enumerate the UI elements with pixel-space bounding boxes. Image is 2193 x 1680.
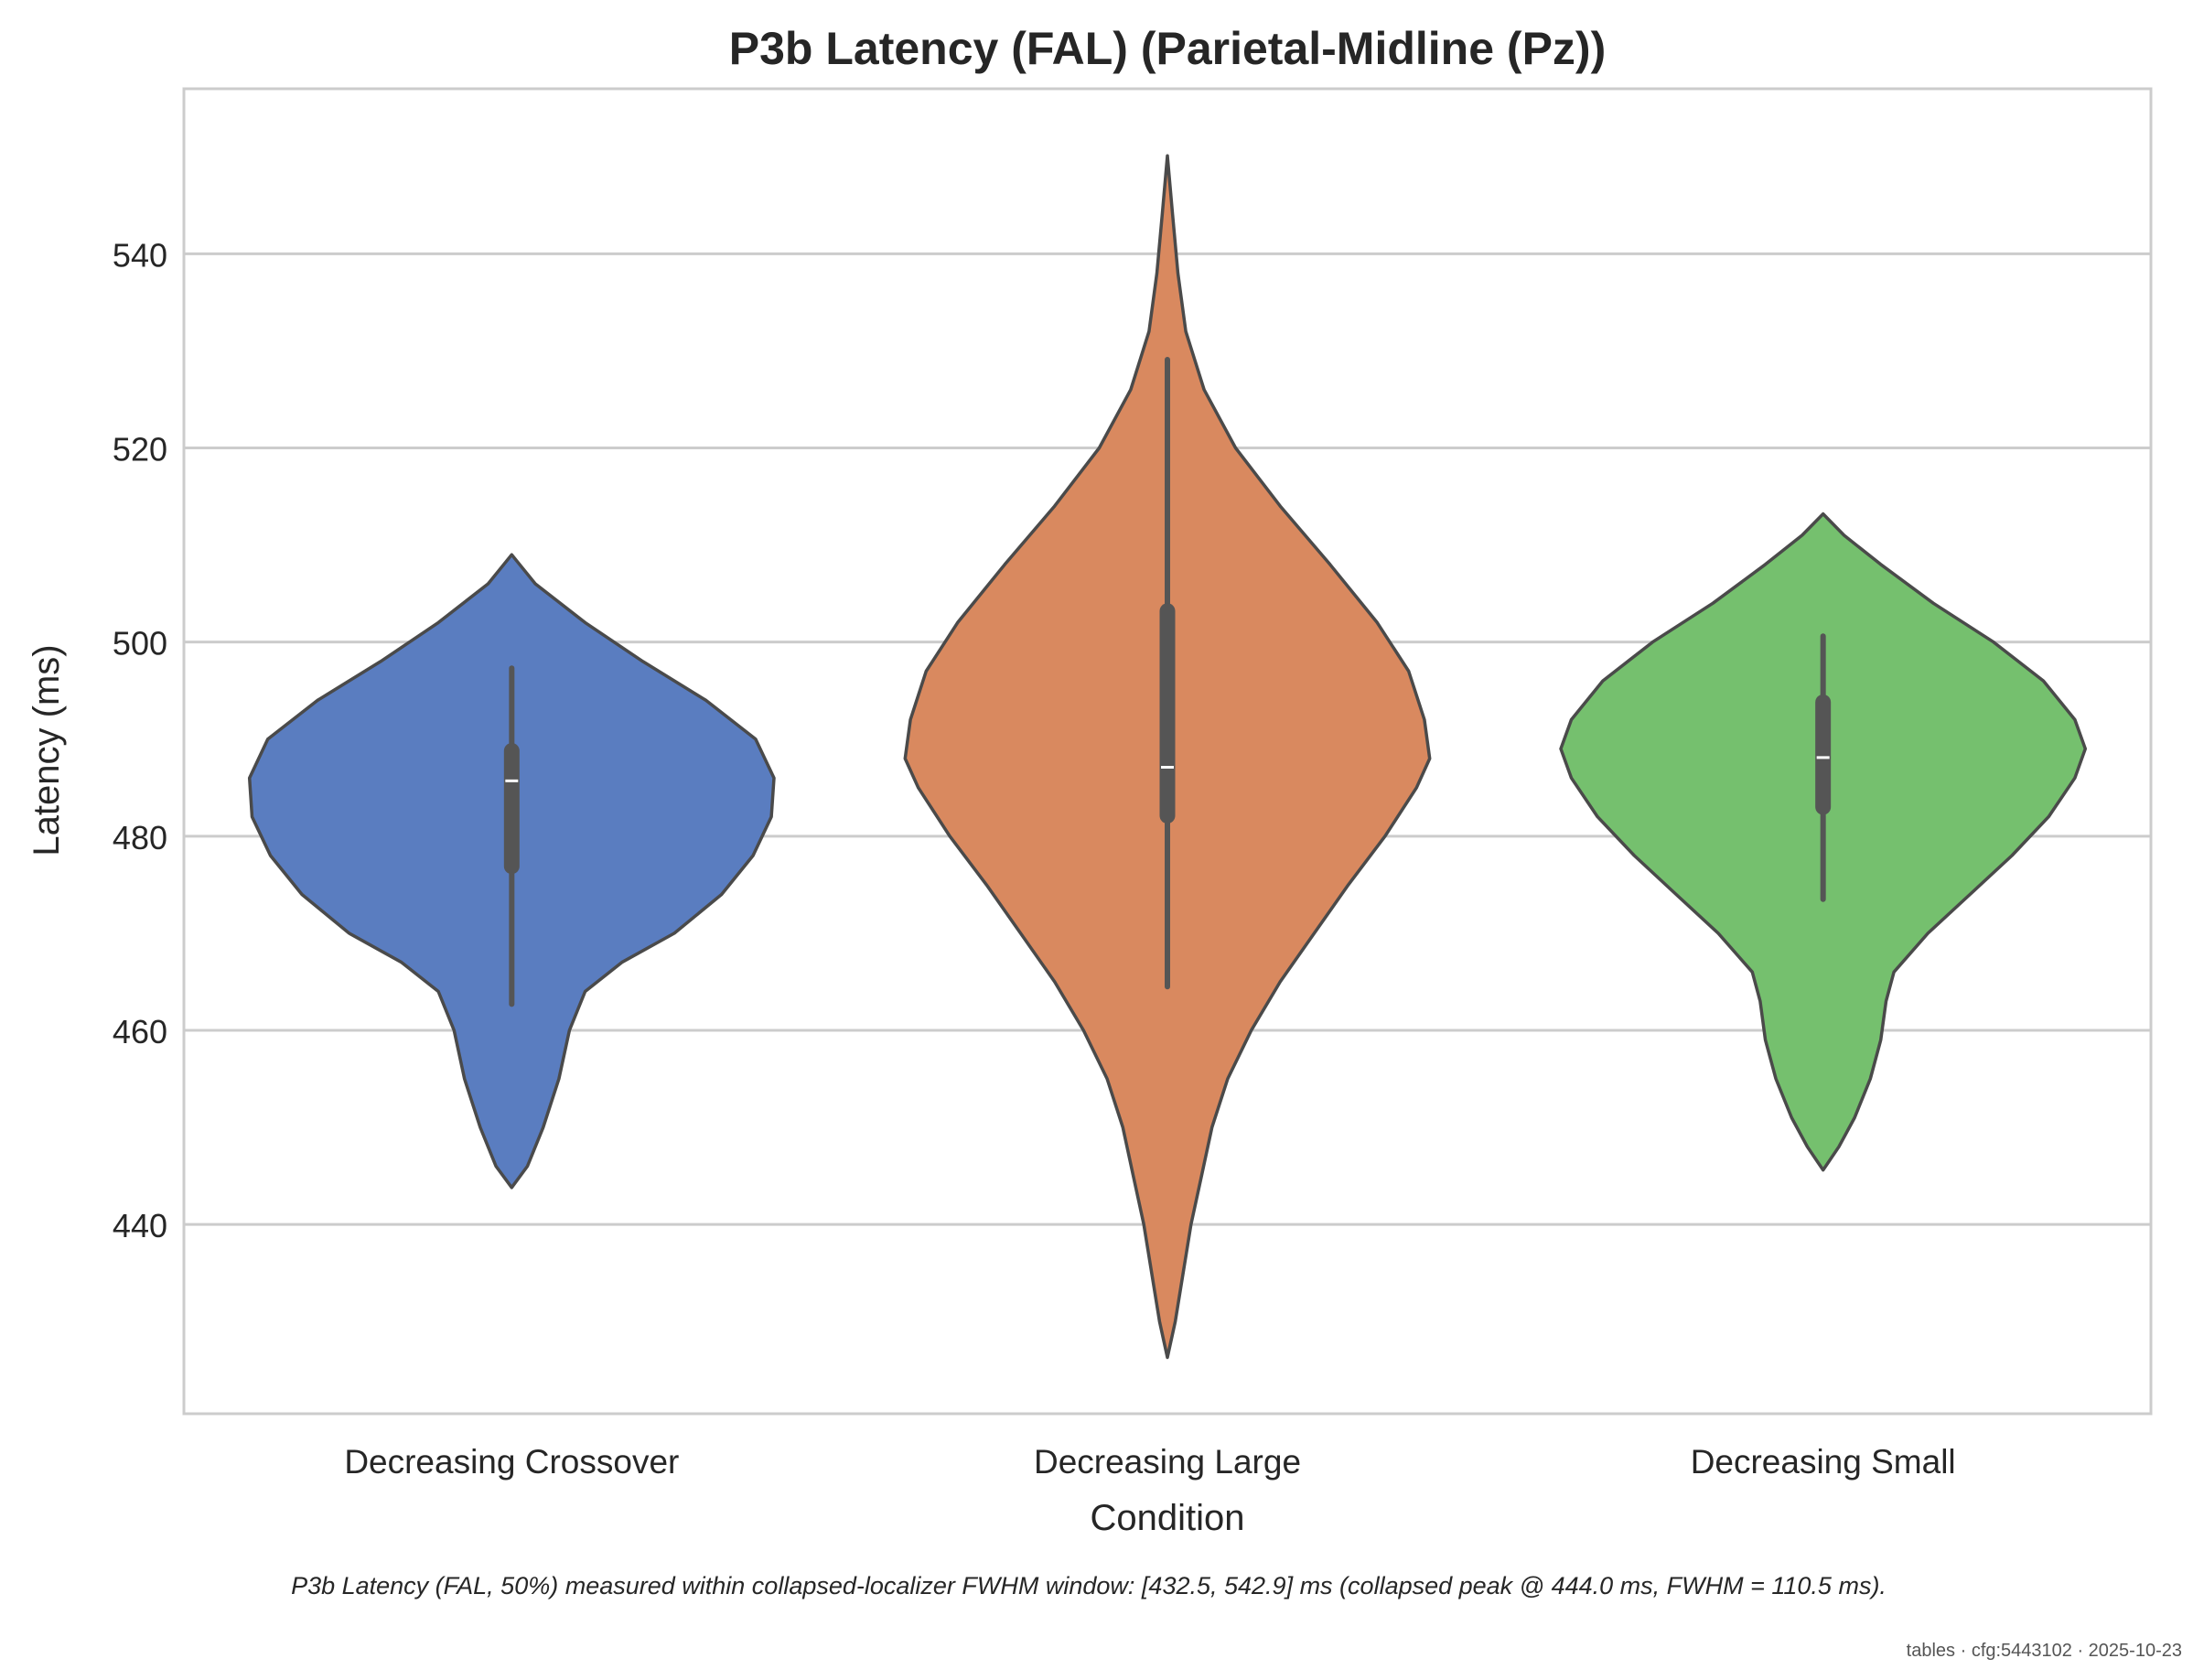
footnote: P3b Latency (FAL, 50%) measured within c… xyxy=(291,1572,1887,1599)
y-axis-label: Latency (ms) xyxy=(27,644,67,856)
x-axis-label: Condition xyxy=(1090,1498,1244,1538)
y-tick-label: 480 xyxy=(113,819,167,856)
plot-frame xyxy=(182,87,2153,1416)
y-tick-label: 520 xyxy=(113,430,167,468)
y-tick-label: 460 xyxy=(113,1013,167,1050)
x-tick-label: Decreasing Small xyxy=(1691,1443,1956,1481)
y-tick-label: 500 xyxy=(113,625,167,662)
x-tick-label: Decreasing Crossover xyxy=(344,1443,679,1481)
chart-title: P3b Latency (FAL) (Parietal-Midline (Pz)… xyxy=(729,23,1606,74)
y-tick-label: 540 xyxy=(113,236,167,274)
x-tick-label: Decreasing Large xyxy=(1034,1443,1301,1481)
watermark: tables · cfg:5443102 · 2025-10-23 xyxy=(1907,1641,2182,1661)
y-tick-label: 440 xyxy=(113,1207,167,1244)
